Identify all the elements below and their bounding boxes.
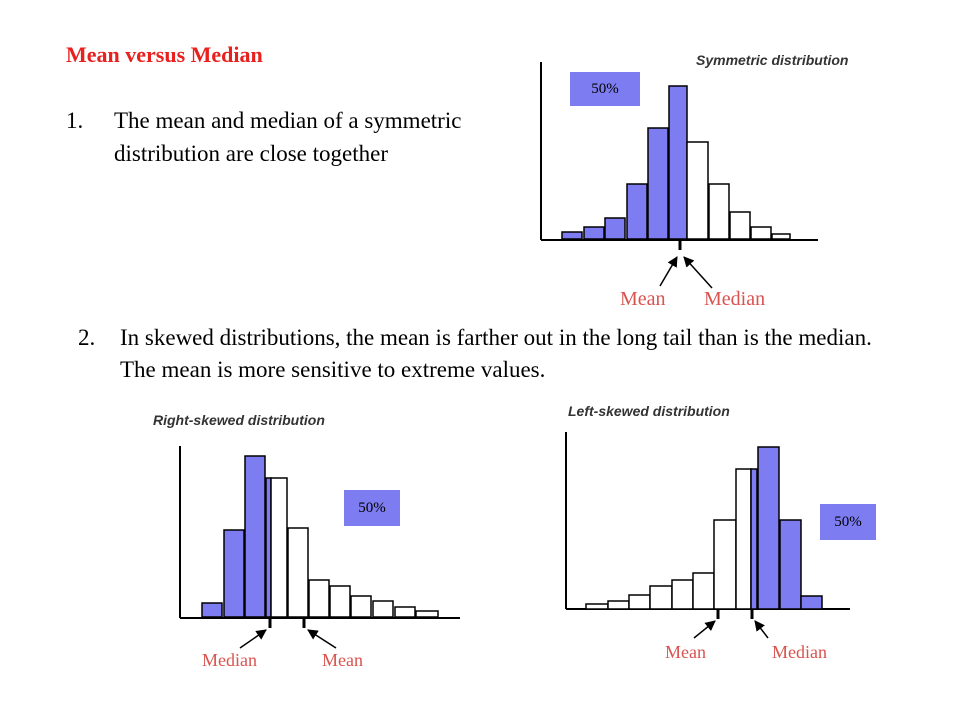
symmetric-histogram: [540, 62, 818, 289]
right-skewed-histogram: [179, 446, 460, 649]
right-skewed-percent-box: 50%: [344, 490, 400, 526]
left-skewed-chart-title: Left-skewed distribution: [568, 403, 730, 419]
symmetric-bar: [771, 233, 791, 240]
right-skewed-bar: [394, 606, 416, 618]
left-skewed-mean-arrow: [693, 620, 716, 639]
right-skewed-bar: [329, 585, 351, 618]
left-skewed-bar: [735, 468, 752, 610]
left-skewed-bar: [800, 595, 823, 610]
left-skewed-bar: [757, 446, 780, 610]
symmetric-bar: [750, 226, 772, 240]
point-2-number: 2.: [78, 325, 96, 350]
left-skewed-bar: [649, 585, 673, 610]
symmetric-median-label: Median: [704, 288, 766, 310]
symmetric-chart-title: Symmetric distribution: [696, 52, 849, 68]
right-skewed-median-label: Median: [202, 650, 257, 670]
right-skewed-bar: [244, 455, 266, 618]
left-skewed-bar: [585, 603, 609, 610]
left-skewed-median-arrow: [754, 620, 769, 639]
left-skewed-histogram: [565, 432, 850, 639]
symmetric-median-arrow: [683, 256, 713, 289]
right-skewed-chart-title: Right-skewed distribution: [153, 412, 325, 428]
right-skewed-bar: [270, 477, 288, 618]
left-skewed-bar: [607, 600, 630, 610]
left-skewed-bar: [779, 519, 802, 610]
left-skewed-mean-label: Mean: [665, 642, 706, 662]
symmetric-bar: [604, 217, 626, 240]
symmetric-mean-arrow: [659, 256, 678, 287]
left-skewed-bar: [750, 468, 758, 610]
symmetric-bar: [561, 231, 583, 240]
left-skewed-percent-box: 50%: [820, 504, 876, 540]
point-1-number: 1.: [66, 108, 84, 133]
symmetric-mean-label: Mean: [620, 288, 666, 310]
right-skewed-bar: [223, 529, 245, 618]
right-skewed-mean-label: Mean: [322, 650, 363, 670]
right-skewed-median-arrow: [239, 629, 267, 649]
symmetric-bar: [729, 211, 751, 240]
left-skewed-median-label: Median: [772, 642, 827, 662]
point-2-text: In skewed distributions, the mean is far…: [120, 325, 872, 382]
symmetric-bar: [626, 183, 648, 240]
left-skewed-bar: [628, 594, 651, 610]
right-skewed-bar: [201, 602, 223, 618]
symmetric-bar: [708, 183, 730, 240]
symmetric-bar: [647, 127, 669, 240]
symmetric-bar: [686, 141, 709, 240]
slide-title: Mean versus Median: [66, 42, 263, 67]
right-skewed-bar: [287, 527, 309, 618]
symmetric-bar: [668, 85, 688, 240]
symmetric-bar: [583, 226, 605, 240]
right-skewed-mean-arrow: [307, 629, 337, 649]
right-skewed-bar: [308, 579, 330, 618]
point-1-text: The mean and median of a symmetric distr…: [114, 108, 462, 166]
symmetric-percent-box: 50%: [570, 72, 640, 106]
right-skewed-bar: [372, 600, 394, 618]
left-skewed-bar: [692, 572, 715, 610]
left-skewed-bar: [713, 519, 737, 610]
right-skewed-bar: [415, 610, 439, 618]
left-skewed-bar: [671, 579, 694, 610]
right-skewed-bar: [350, 595, 372, 618]
